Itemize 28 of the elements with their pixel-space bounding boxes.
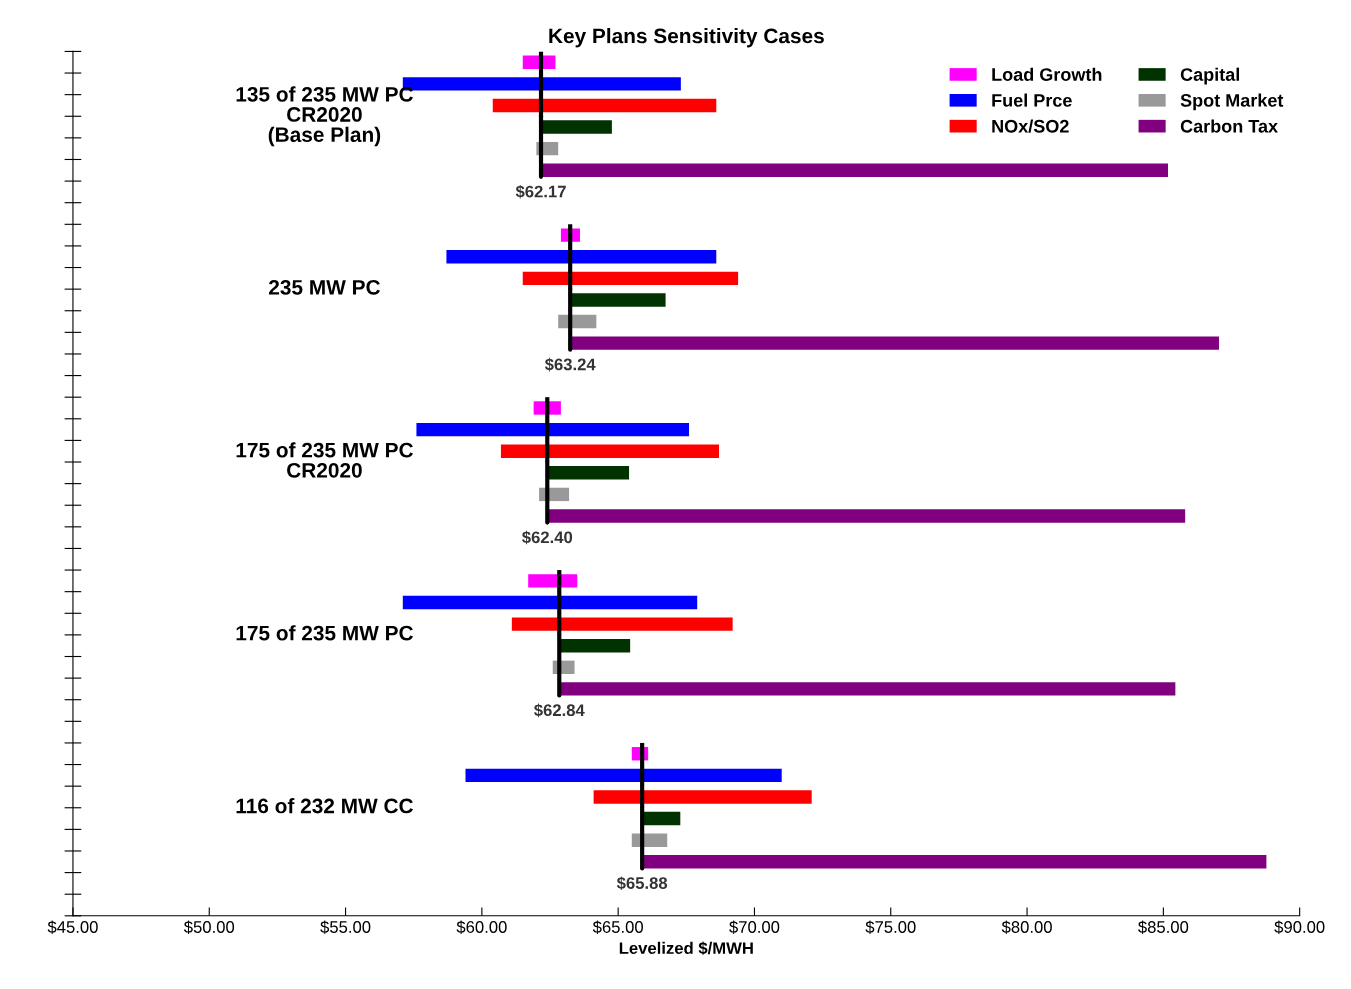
x-tick-label: $85.00 [1138,920,1189,934]
x-tick-label: $60.00 [456,920,507,934]
chart-title: Key Plans Sensitivity Cases [549,28,824,48]
y-tick-label: 135 of 235 MW PC CR2020 (Base Plan) [236,86,414,147]
x-tick-label: $55.00 [320,920,371,934]
annotation: $62.40 [522,530,573,545]
legend-label: Load Growth [992,67,1102,81]
x-axis-title: Levelized $/MWH [619,941,753,956]
annotation: $62.17 [515,184,566,199]
annotation: $65.88 [616,876,668,891]
legend-label: Fuel Prce [992,93,1072,107]
annotation: $63.24 [544,357,596,372]
annotation: $62.84 [534,703,585,718]
y-tick-label: 235 MW PC [269,279,381,295]
legend-label: Capital [1180,67,1239,85]
y-tick-label: 175 of 235 MW PC [236,625,414,641]
x-tick-label: $75.00 [865,920,916,934]
legend-label: NOx/SO2 [992,119,1069,133]
x-tick-label: $45.00 [47,920,98,934]
x-tick-label: $50.00 [183,920,235,934]
y-tick-label: 175 of 235 MW PC CR2020 [236,442,414,478]
x-tick-label: $70.00 [729,920,780,934]
x-tick-label: $65.00 [592,920,643,934]
legend-label: Spot Market [1180,93,1284,111]
y-tick-label: 116 of 232 MW CC [236,798,414,814]
x-tick-label: $80.00 [1001,920,1052,934]
legend-label: Carbon Tax [1180,119,1278,133]
x-tick-label: $90.00 [1274,920,1325,934]
